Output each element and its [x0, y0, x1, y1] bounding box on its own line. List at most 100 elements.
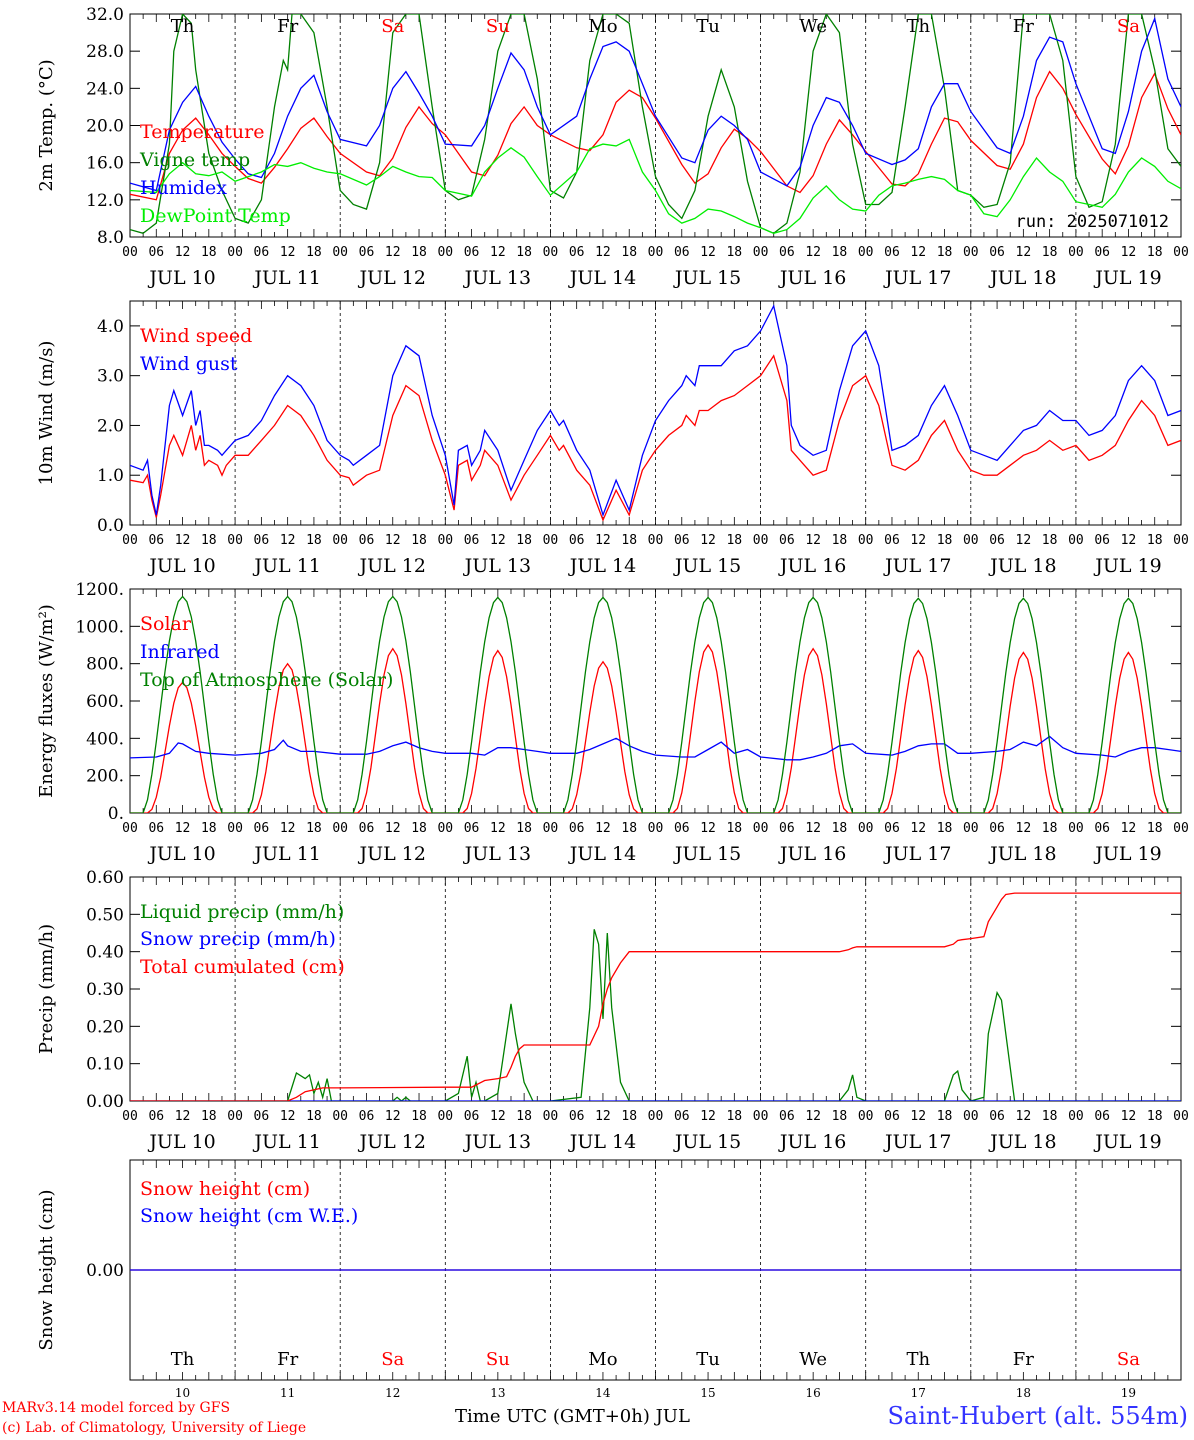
hour-label: 00 [648, 245, 664, 260]
series-line-top-of-atmosphere-solar [130, 595, 1181, 813]
hour-label: 00 [122, 1109, 138, 1124]
hour-label: 06 [254, 533, 270, 548]
weekday-label: Tu [696, 16, 720, 37]
series-line-infrared [130, 735, 1181, 761]
hour-label: 00 [753, 821, 769, 836]
hour-label: 12 [700, 533, 716, 548]
date-label: JUL 16 [778, 1131, 846, 1153]
y-tick-label: 600. [86, 692, 124, 712]
hour-label: 00 [1173, 245, 1189, 260]
hour-label: 00 [1173, 533, 1189, 548]
legend-entry: Top of Atmosphere (Solar) [140, 669, 393, 691]
weekday-label: Fr [277, 1349, 298, 1370]
hour-label: 12 [595, 533, 611, 548]
day-number-label: 17 [911, 1386, 926, 1400]
day-number-label: 19 [1121, 1386, 1136, 1400]
weekday-label: Sa [381, 16, 404, 37]
hour-label: 06 [674, 1109, 690, 1124]
series-line-humidex [130, 16, 1181, 192]
hour-label: 00 [122, 245, 138, 260]
hour-label: 18 [1147, 533, 1163, 548]
hour-label: 18 [832, 1109, 848, 1124]
date-label: JUL 13 [463, 267, 531, 289]
weekday-label: Th [906, 16, 930, 37]
series-line-solar [130, 643, 1181, 813]
hour-label: 06 [674, 821, 690, 836]
precip-panel: 0.00 0.10 0.20 0.30 0.40 0.50 0.60 Precip (mm/h… [36, 868, 1189, 1153]
date-label: JUL 17 [883, 555, 951, 577]
hour-label: 00 [437, 1109, 453, 1124]
hour-label: 00 [753, 245, 769, 260]
hour-label: 12 [1121, 245, 1137, 260]
hour-label: 06 [464, 1109, 480, 1124]
hour-label: 00 [437, 533, 453, 548]
hour-label: 18 [411, 1109, 427, 1124]
hour-label: 18 [201, 245, 217, 260]
hour-label: 12 [385, 821, 401, 836]
weekday-label: Su [486, 1349, 510, 1370]
hour-label: 00 [1068, 533, 1084, 548]
hour-label: 12 [910, 1109, 926, 1124]
hour-label: 06 [359, 533, 375, 548]
hour-label: 06 [569, 1109, 585, 1124]
hour-label: 12 [805, 821, 821, 836]
hour-label: 18 [937, 821, 953, 836]
date-label: JUL 12 [358, 843, 426, 865]
hour-label: 12 [700, 245, 716, 260]
hour-label: 12 [1121, 1109, 1137, 1124]
legend-entry: Infrared [140, 641, 220, 663]
date-label: JUL 10 [147, 555, 215, 577]
hour-label: 06 [464, 821, 480, 836]
y-tick-label: 0.30 [86, 980, 124, 1000]
hour-label: 12 [1121, 533, 1137, 548]
hour-label: 12 [490, 245, 506, 260]
hour-label: 00 [963, 821, 979, 836]
date-label: JUL 18 [988, 1131, 1056, 1153]
hour-label: 18 [516, 821, 532, 836]
weekday-label: We [799, 1349, 827, 1370]
wind-panel: 0.0 1.0 2.0 3.0 4.0 10m Wind (m/s) 00 06 12 18 JUL… [36, 300, 1189, 577]
hour-label: 00 [227, 1109, 243, 1124]
hour-label: 18 [306, 245, 322, 260]
date-label: JUL 14 [568, 1131, 636, 1153]
hour-label: 18 [411, 245, 427, 260]
date-label: JUL 11 [252, 267, 320, 289]
y-tick-label: 24.0 [86, 79, 124, 99]
date-label: JUL 14 [568, 843, 636, 865]
weekday-label: Fr [277, 16, 298, 37]
date-label: JUL 15 [673, 555, 741, 577]
hour-label: 00 [858, 1109, 874, 1124]
weekday-label: Th [906, 1349, 930, 1370]
hour-label: 00 [122, 533, 138, 548]
hour-label: 18 [306, 533, 322, 548]
hour-label: 00 [648, 533, 664, 548]
weekday-label: We [799, 16, 827, 37]
hour-label: 12 [175, 245, 191, 260]
series-line-dewpoint-temp [130, 138, 1181, 234]
day-number-label: 18 [1016, 1386, 1031, 1400]
legend-entry: Liquid precip (mm/h) [140, 901, 344, 923]
hour-label: 12 [805, 245, 821, 260]
hour-label: 00 [963, 245, 979, 260]
hour-label: 00 [332, 245, 348, 260]
hour-label: 06 [254, 821, 270, 836]
date-label: JUL 12 [358, 267, 426, 289]
date-label: JUL 19 [1093, 555, 1161, 577]
y-tick-label: 12.0 [86, 191, 124, 211]
hour-label: 00 [437, 245, 453, 260]
hour-label: 12 [700, 1109, 716, 1124]
date-label: JUL 11 [252, 843, 320, 865]
date-label: JUL 15 [673, 1131, 741, 1153]
y-tick-label: 800. [86, 655, 124, 675]
date-label: JUL 11 [252, 1131, 320, 1153]
hour-label: 12 [175, 821, 191, 836]
hour-label: 18 [621, 821, 637, 836]
date-label: JUL 15 [673, 267, 741, 289]
hour-label: 06 [254, 1109, 270, 1124]
legend-entry: Snow height (cm) [140, 1178, 310, 1200]
hour-label: 06 [569, 245, 585, 260]
hour-label: 18 [1042, 245, 1058, 260]
series-line-vigne-temp [130, 14, 1181, 235]
legend-entry: Total cumulated (cm) [140, 956, 345, 978]
hour-label: 06 [989, 533, 1005, 548]
